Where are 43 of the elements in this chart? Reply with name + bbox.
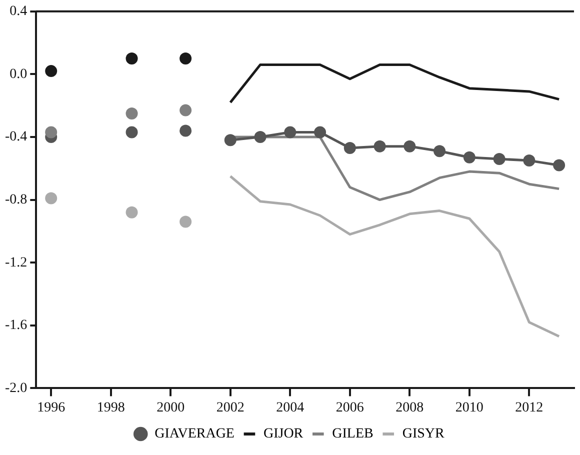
- y-tick-label: -2.0: [4, 380, 28, 396]
- point: [180, 216, 192, 228]
- y-tick-label: -0.4: [4, 130, 28, 145]
- point: [314, 126, 326, 138]
- x-tick-label: 2006: [336, 400, 364, 416]
- point: [493, 152, 506, 165]
- point: [126, 107, 138, 120]
- x-tick-label: 2002: [216, 400, 244, 416]
- point: [180, 104, 192, 116]
- legend-label: GIJOR: [263, 426, 304, 442]
- x-tick-label: 1996: [37, 400, 66, 416]
- x-tick-label: 2000: [156, 400, 185, 416]
- point: [45, 192, 58, 204]
- point: [224, 134, 236, 146]
- y-tick-label: -0.8: [4, 192, 28, 208]
- point: [45, 65, 58, 78]
- point: [126, 52, 138, 64]
- y-tick-label: 0.4: [10, 4, 28, 20]
- legend-label: GILEB: [332, 426, 374, 442]
- y-tick-label: -1.2: [4, 255, 28, 270]
- point: [126, 126, 138, 138]
- point: [434, 145, 446, 158]
- legend-label: GIAVERAGE: [154, 426, 234, 442]
- point: [404, 140, 416, 152]
- point: [45, 126, 58, 138]
- point: [284, 126, 296, 138]
- point: [463, 151, 476, 164]
- x-tick-label: 1998: [96, 400, 125, 416]
- point: [374, 140, 386, 152]
- point: [180, 52, 192, 64]
- point: [344, 142, 356, 154]
- point: [126, 206, 138, 218]
- point: [553, 159, 566, 172]
- point: [523, 154, 536, 167]
- x-tick-label: 2012: [515, 400, 544, 416]
- x-tick-label: 2004: [276, 400, 304, 416]
- point: [180, 124, 192, 137]
- legend-label: GISYR: [402, 426, 446, 442]
- x-tick-label: 2008: [396, 400, 424, 416]
- point: [254, 131, 266, 143]
- x-tick-label: 2010: [455, 400, 484, 416]
- y-tick-label: -1.6: [4, 318, 28, 334]
- y-tick-label: 0.0: [10, 66, 28, 82]
